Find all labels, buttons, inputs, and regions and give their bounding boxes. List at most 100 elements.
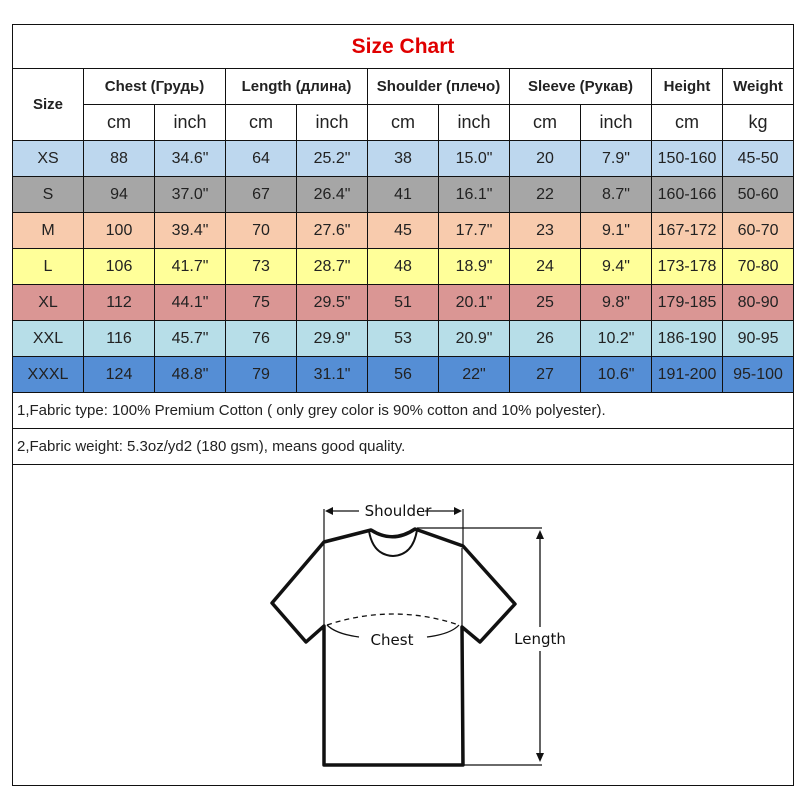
value-cell: 15.0": [438, 140, 510, 177]
arrow-down-icon: [536, 753, 544, 762]
value-cell: 10.2": [580, 320, 652, 357]
value-cell: 20: [509, 140, 581, 177]
value-cell: 34.6": [154, 140, 226, 177]
value-cell: 88: [83, 140, 155, 177]
column-header: Chest (Грудь): [83, 68, 226, 105]
unit-header: inch: [154, 104, 226, 141]
value-cell: 17.7": [438, 212, 510, 249]
value-cell: 41: [367, 176, 439, 213]
arrow-right-icon: [454, 507, 462, 515]
value-cell: 150-160: [651, 140, 723, 177]
value-cell: 112: [83, 284, 155, 321]
chest-label: Chest: [371, 631, 414, 649]
value-cell: 37.0": [154, 176, 226, 213]
value-cell: 9.8": [580, 284, 652, 321]
value-cell: 45: [367, 212, 439, 249]
size-cell: L: [12, 248, 84, 285]
value-cell: 9.1": [580, 212, 652, 249]
size-cell: XXXL: [12, 356, 84, 393]
measurement-diagram: Shoulder Chest Length: [11, 464, 795, 786]
value-cell: 60-70: [721, 212, 795, 249]
table-row: S 94 37.0" 67 26.4" 41 16.1" 22 8.7" 160-166 50-60: [12, 176, 795, 213]
unit-header: cm: [651, 104, 723, 141]
value-cell: 10.6": [580, 356, 652, 393]
size-cell: S: [12, 176, 84, 213]
value-cell: 48.8": [154, 356, 226, 393]
value-cell: 24: [509, 248, 581, 285]
value-cell: 179-185: [651, 284, 723, 321]
value-cell: 26: [509, 320, 581, 357]
value-cell: 73: [225, 248, 297, 285]
table-row: M 100 39.4" 70 27.6" 45 17.7" 23 9.1" 167-172 60-7…: [12, 212, 795, 249]
value-cell: 22: [509, 176, 581, 213]
unit-header: kg: [721, 104, 795, 141]
size-cell: XL: [12, 284, 84, 321]
value-cell: 90-95: [721, 320, 795, 357]
value-cell: 7.9": [580, 140, 652, 177]
unit-header: cm: [509, 104, 581, 141]
column-header: Weight: [721, 68, 795, 105]
value-cell: 67: [225, 176, 297, 213]
value-cell: 50-60: [721, 176, 795, 213]
arrow-up-icon: [536, 530, 544, 539]
size-cell: M: [12, 212, 84, 249]
value-cell: 8.7": [580, 176, 652, 213]
value-cell: 173-178: [651, 248, 723, 285]
value-cell: 25: [509, 284, 581, 321]
value-cell: 27.6": [296, 212, 368, 249]
value-cell: 45-50: [721, 140, 795, 177]
chart-title: Size Chart: [11, 24, 795, 69]
value-cell: 56: [367, 356, 439, 393]
column-header: Length (длина): [225, 68, 368, 105]
value-cell: 29.9": [296, 320, 368, 357]
value-cell: 48: [367, 248, 439, 285]
value-cell: 106: [83, 248, 155, 285]
unit-header: cm: [367, 104, 439, 141]
value-cell: 160-166: [651, 176, 723, 213]
value-cell: 18.9": [438, 248, 510, 285]
value-cell: 26.4": [296, 176, 368, 213]
note-fabric-type: 1,Fabric type: 100% Premium Cotton ( onl…: [11, 392, 795, 429]
value-cell: 79: [225, 356, 297, 393]
table-row: L 106 41.7" 73 28.7" 48 18.9" 24 9.4" 173-178 70-8…: [12, 248, 795, 285]
table-row: XXXL 124 48.8" 79 31.1" 56 22" 27 10.6" 191-200 95…: [12, 356, 795, 393]
chest-dashed-line: [326, 613, 460, 626]
value-cell: 41.7": [154, 248, 226, 285]
value-cell: 76: [225, 320, 297, 357]
size-header: Size: [12, 68, 84, 141]
size-chart-table: Size Chart Size Chest (Грудь) Length (длин…: [11, 24, 795, 786]
value-cell: 53: [367, 320, 439, 357]
value-cell: 44.1": [154, 284, 226, 321]
tshirt-diagram: Shoulder Chest Length: [270, 502, 566, 767]
value-cell: 124: [83, 356, 155, 393]
value-cell: 29.5": [296, 284, 368, 321]
value-cell: 28.7": [296, 248, 368, 285]
value-cell: 20.1": [438, 284, 510, 321]
value-cell: 64: [225, 140, 297, 177]
value-cell: 94: [83, 176, 155, 213]
unit-header: inch: [438, 104, 510, 141]
value-cell: 70-80: [721, 248, 795, 285]
chest-line-left: [326, 624, 360, 638]
chest-line-right: [426, 624, 460, 638]
value-cell: 186-190: [651, 320, 723, 357]
size-cell: XXL: [12, 320, 84, 357]
table-row: XXL 116 45.7" 76 29.9" 53 20.9" 26 10.2" 186-190 9…: [12, 320, 795, 357]
arrow-left-icon: [325, 507, 333, 515]
value-cell: 70: [225, 212, 297, 249]
column-header: Shoulder (плечо): [367, 68, 510, 105]
column-header: Sleeve (Рукав): [509, 68, 652, 105]
value-cell: 116: [83, 320, 155, 357]
value-cell: 31.1": [296, 356, 368, 393]
value-cell: 16.1": [438, 176, 510, 213]
unit-header: inch: [296, 104, 368, 141]
value-cell: 38: [367, 140, 439, 177]
value-cell: 75: [225, 284, 297, 321]
value-cell: 80-90: [721, 284, 795, 321]
value-cell: 25.2": [296, 140, 368, 177]
value-cell: 39.4": [154, 212, 226, 249]
value-cell: 100: [83, 212, 155, 249]
column-header: Height: [651, 68, 723, 105]
unit-header: cm: [225, 104, 297, 141]
value-cell: 167-172: [651, 212, 723, 249]
